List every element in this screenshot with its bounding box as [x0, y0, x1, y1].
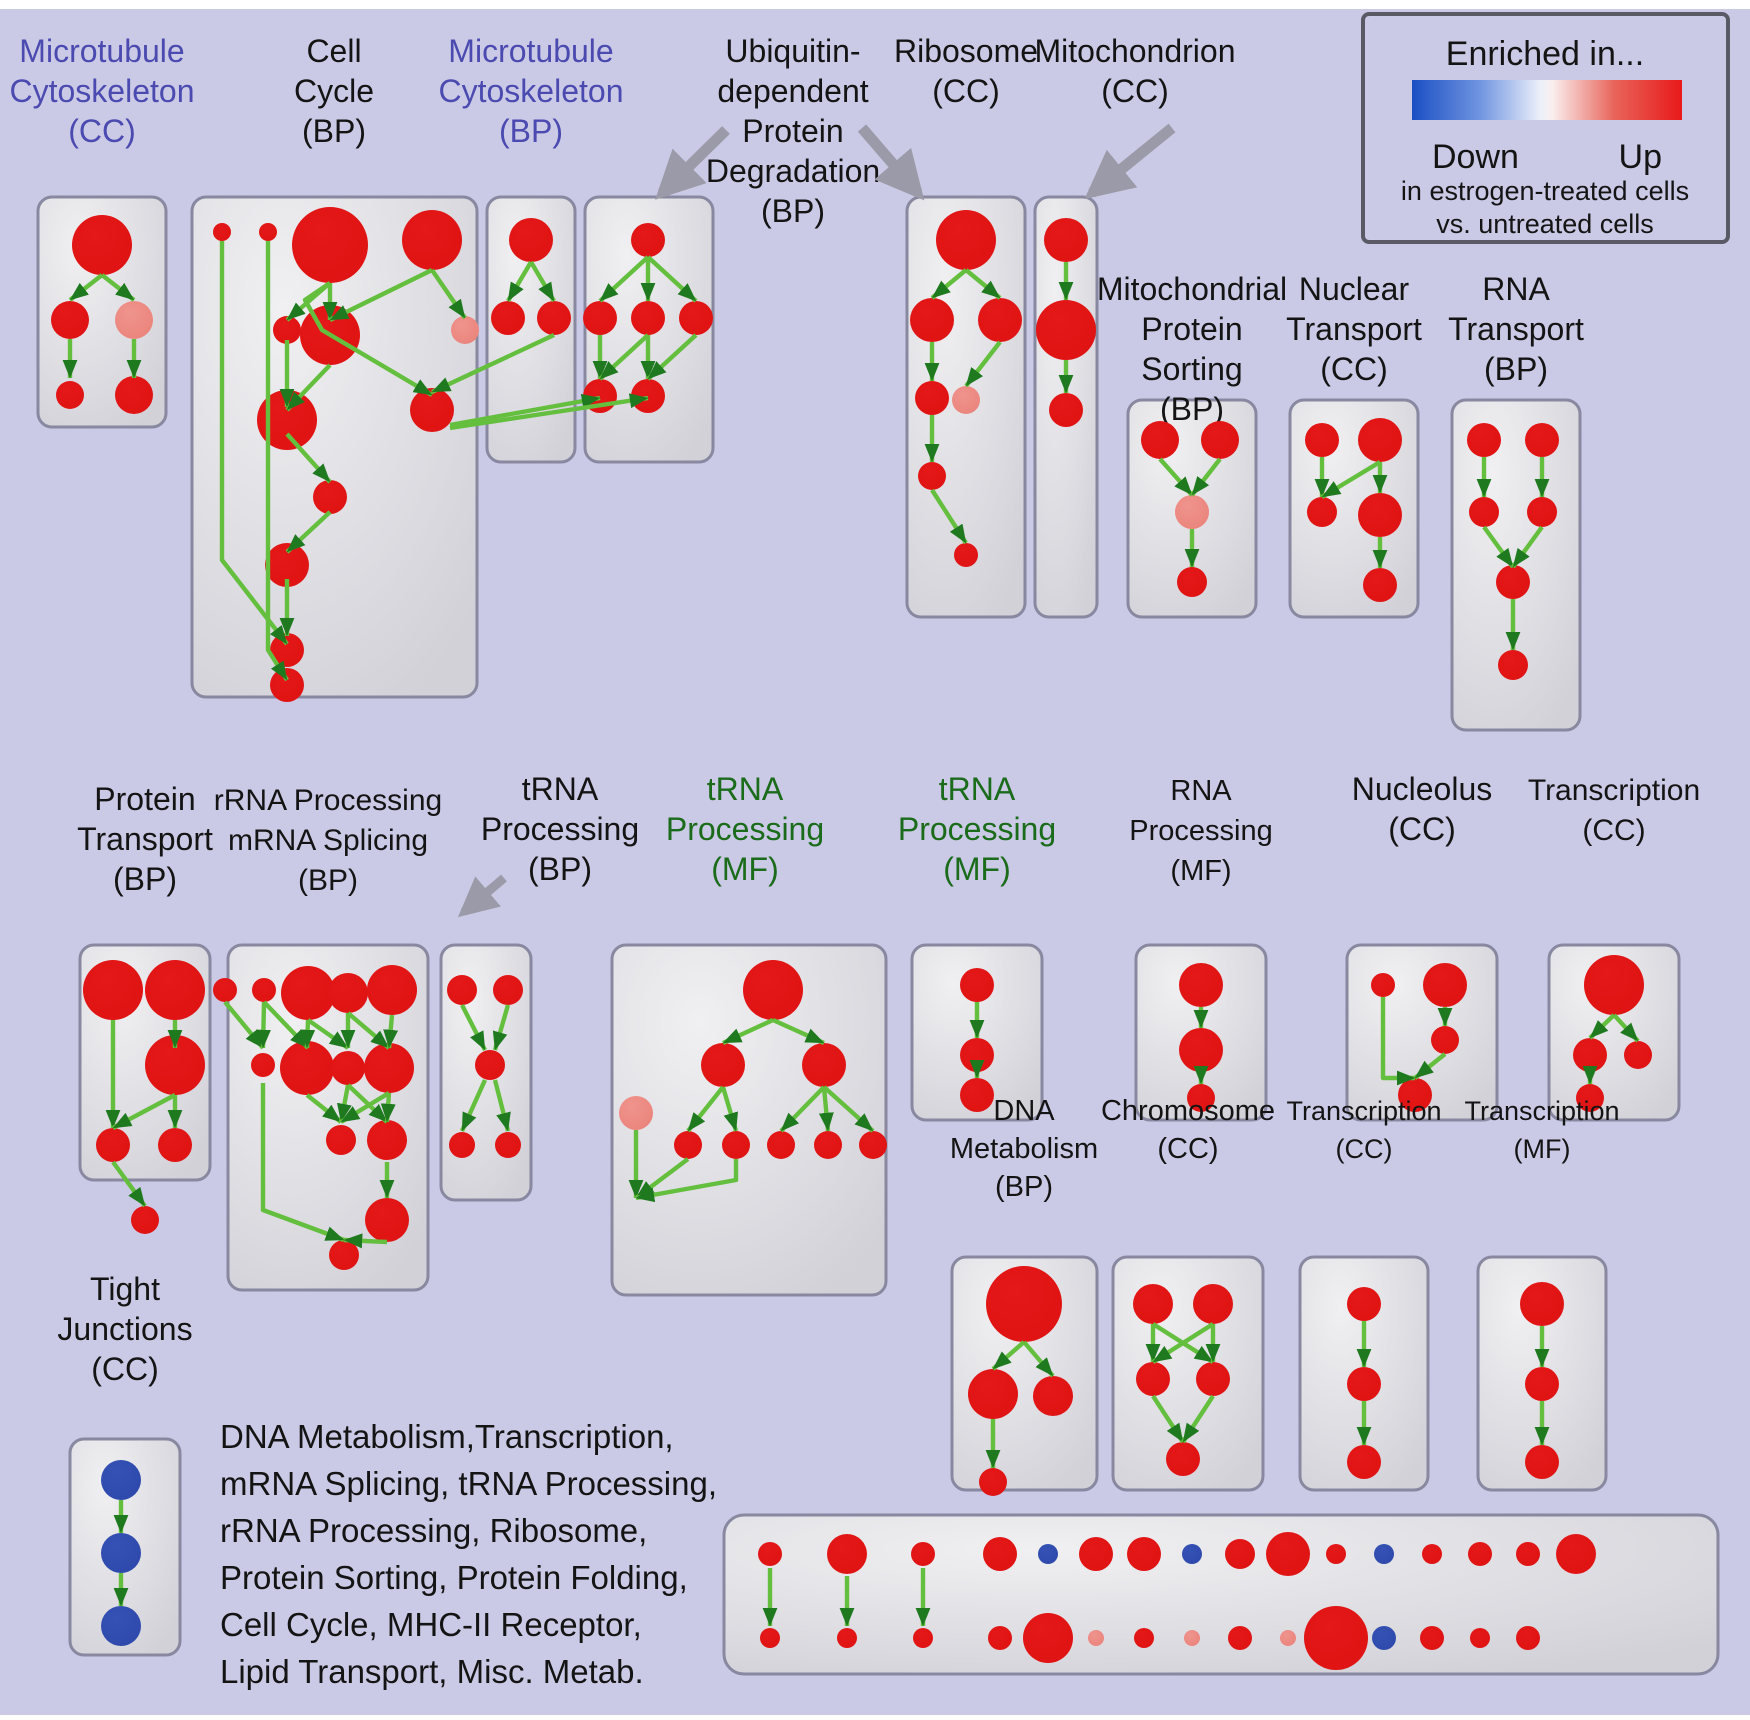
svg-text:(CC): (CC) — [1101, 73, 1169, 109]
svg-text:RNA: RNA — [1170, 775, 1232, 807]
svg-text:Cycle: Cycle — [294, 73, 374, 109]
svg-text:Protein: Protein — [94, 781, 195, 817]
svg-text:(CC): (CC) — [1157, 1133, 1218, 1165]
svg-text:DNA: DNA — [993, 1095, 1055, 1127]
svg-text:Transport: Transport — [1286, 311, 1422, 347]
svg-text:(CC): (CC) — [1336, 1134, 1393, 1164]
svg-text:(CC): (CC) — [1388, 811, 1456, 847]
svg-text:Cytoskeleton: Cytoskeleton — [10, 73, 195, 109]
svg-text:Microtubule: Microtubule — [19, 33, 184, 69]
svg-text:tRNA: tRNA — [707, 771, 784, 807]
svg-text:Protein: Protein — [742, 113, 843, 149]
svg-text:(MF): (MF) — [943, 851, 1011, 887]
svg-text:Cell: Cell — [306, 33, 361, 69]
svg-text:DNA Metabolism,Transcription,: DNA Metabolism,Transcription, — [220, 1418, 674, 1455]
svg-text:rRNA Processing: rRNA Processing — [214, 784, 442, 817]
svg-text:(MF): (MF) — [1514, 1134, 1571, 1164]
svg-text:(CC): (CC) — [932, 73, 1000, 109]
svg-text:(BP): (BP) — [995, 1171, 1053, 1203]
svg-text:(BP): (BP) — [499, 113, 563, 149]
svg-text:(BP): (BP) — [302, 113, 366, 149]
svg-text:Ribosome: Ribosome — [894, 33, 1038, 69]
svg-text:Transport: Transport — [77, 821, 213, 857]
svg-text:Transcription: Transcription — [1286, 1096, 1441, 1126]
svg-text:Transcription: Transcription — [1464, 1096, 1619, 1126]
svg-text:Chromosome: Chromosome — [1101, 1095, 1275, 1127]
svg-text:(MF): (MF) — [711, 851, 779, 887]
svg-text:(CC): (CC) — [1582, 814, 1645, 847]
svg-text:Degradation: Degradation — [706, 153, 880, 189]
svg-text:(BP): (BP) — [113, 861, 177, 897]
svg-text:(BP): (BP) — [761, 193, 825, 229]
svg-text:Transport: Transport — [1448, 311, 1584, 347]
svg-text:Cytoskeleton: Cytoskeleton — [439, 73, 624, 109]
svg-text:Up: Up — [1619, 138, 1662, 176]
svg-text:(CC): (CC) — [1320, 351, 1388, 387]
svg-text:Processing: Processing — [1129, 815, 1272, 847]
svg-text:(CC): (CC) — [91, 1351, 159, 1387]
svg-text:mRNA Splicing: mRNA Splicing — [228, 824, 428, 857]
svg-text:(BP): (BP) — [1484, 351, 1548, 387]
svg-text:Lipid Transport, Misc. Metab.: Lipid Transport, Misc. Metab. — [220, 1653, 644, 1690]
svg-text:Processing: Processing — [481, 811, 639, 847]
svg-text:(BP): (BP) — [298, 864, 358, 897]
svg-text:Microtubule: Microtubule — [448, 33, 613, 69]
svg-text:Down: Down — [1432, 138, 1519, 176]
svg-text:Enriched in...: Enriched in... — [1446, 35, 1644, 73]
svg-text:Junctions: Junctions — [57, 1311, 192, 1347]
svg-text:Mitochondrion: Mitochondrion — [1035, 33, 1236, 69]
svg-text:rRNA Processing, Ribosome,: rRNA Processing, Ribosome, — [220, 1512, 647, 1549]
svg-text:(BP): (BP) — [1160, 391, 1224, 427]
svg-text:Mitochondrial: Mitochondrial — [1097, 271, 1287, 307]
svg-text:(BP): (BP) — [528, 851, 592, 887]
svg-text:Processing: Processing — [898, 811, 1056, 847]
svg-text:(MF): (MF) — [1170, 855, 1231, 887]
svg-text:vs. untreated cells: vs. untreated cells — [1436, 209, 1654, 239]
svg-text:Tight: Tight — [90, 1271, 160, 1307]
svg-text:Cell Cycle, MHC-II Receptor,: Cell Cycle, MHC-II Receptor, — [220, 1606, 642, 1643]
svg-text:(CC): (CC) — [68, 113, 136, 149]
svg-text:Processing: Processing — [666, 811, 824, 847]
svg-text:mRNA Splicing, tRNA Processing: mRNA Splicing, tRNA Processing, — [220, 1465, 717, 1502]
svg-text:RNA: RNA — [1482, 271, 1550, 307]
svg-text:Sorting: Sorting — [1141, 351, 1242, 387]
svg-text:Ubiquitin-: Ubiquitin- — [725, 33, 860, 69]
svg-text:Metabolism: Metabolism — [950, 1133, 1098, 1165]
svg-text:tRNA: tRNA — [939, 771, 1016, 807]
svg-text:in estrogen-treated cells: in estrogen-treated cells — [1401, 176, 1689, 206]
svg-text:Nuclear: Nuclear — [1299, 271, 1410, 307]
svg-text:Protein: Protein — [1141, 311, 1242, 347]
svg-text:dependent: dependent — [717, 73, 868, 109]
svg-text:Protein Sorting, Protein Foldi: Protein Sorting, Protein Folding, — [220, 1559, 688, 1596]
svg-text:Nucleolus: Nucleolus — [1352, 771, 1493, 807]
svg-text:tRNA: tRNA — [522, 771, 599, 807]
svg-text:Transcription: Transcription — [1528, 774, 1700, 807]
